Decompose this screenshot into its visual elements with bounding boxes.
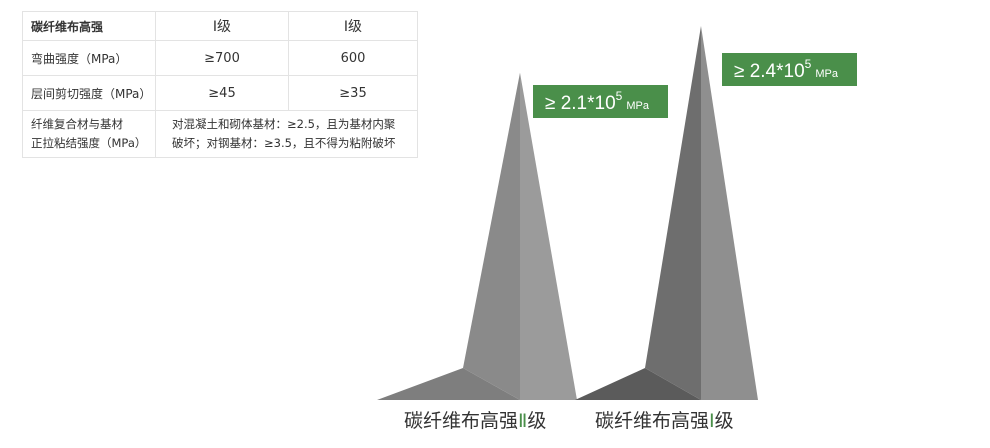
row-label-bond-line-1: 纤维复合材与基材 xyxy=(31,117,123,131)
table-row: 弯曲强度（MPa） ≥700 600 xyxy=(22,40,418,76)
spike-bar-1-left-face xyxy=(463,72,520,400)
table-row: 层间剪切强度（MPa） ≥45 ≥35 xyxy=(22,75,418,111)
spike-bar-2-right-face xyxy=(701,26,758,400)
table-header-row: 碳纤维布高强 Ⅰ级 Ⅰ级 xyxy=(22,11,418,41)
spike-bar-1-right-face xyxy=(520,72,577,400)
table-row: 纤维复合材与基材 正拉粘结强度（MPa） 对混凝土和砌体基材：≥2.5，且为基材… xyxy=(22,110,418,158)
row-label-shear: 层间剪切强度（MPa） xyxy=(22,75,156,111)
bond-note-line-2: 破坏；对钢基材：≥3.5，且不得为粘附破坏 xyxy=(172,136,396,150)
spike-bar-2-base xyxy=(575,368,701,400)
row-label-flexural: 弯曲强度（MPa） xyxy=(22,40,156,76)
category-label-2: 碳纤维布高强Ⅰ级 xyxy=(595,410,734,432)
spike-bar-1-base xyxy=(377,368,520,400)
value-label-2-bg xyxy=(722,53,857,86)
value-label-1-text: ≥ 2.1*105MPa xyxy=(545,89,650,114)
spec-table: 碳纤维布高强 Ⅰ级 Ⅰ级 弯曲强度（MPa） ≥700 600 层间剪切强度（M… xyxy=(22,11,418,158)
value-label-1: ≥ 2.1*105MPa xyxy=(533,85,668,118)
spike-bar-1 xyxy=(377,72,577,400)
value-label-2-text: ≥ 2.4*105MPa xyxy=(734,57,839,82)
bond-note-line-1: 对混凝土和砌体基材：≥2.5，且为基材内聚 xyxy=(172,117,396,131)
cell-flexural-grade-2: 600 xyxy=(288,40,418,76)
category-label-1: 碳纤维布高强Ⅱ级 xyxy=(404,410,546,432)
cell-bond-notes: 对混凝土和砌体基材：≥2.5，且为基材内聚 破坏；对钢基材：≥3.5，且不得为粘… xyxy=(155,110,418,158)
spike-bar-2-left-face xyxy=(645,26,701,400)
row-label-bond: 纤维复合材与基材 正拉粘结强度（MPa） xyxy=(22,110,156,158)
value-label-1-bg xyxy=(533,85,668,118)
header-grade-1: Ⅰ级 xyxy=(155,11,289,41)
cell-shear-grade-2: ≥35 xyxy=(288,75,418,111)
value-label-2: ≥ 2.4*105MPa xyxy=(722,53,857,86)
header-material: 碳纤维布高强 xyxy=(22,11,156,41)
spike-bar-2 xyxy=(575,26,758,400)
row-label-bond-line-2: 正拉粘结强度（MPa） xyxy=(31,136,147,150)
cell-shear-grade-1: ≥45 xyxy=(155,75,289,111)
